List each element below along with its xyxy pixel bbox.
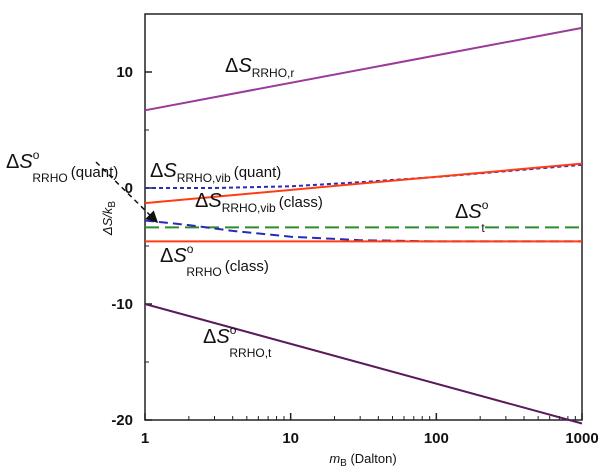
x-tick-label: 1000 [565,430,598,447]
x-tick-label: 1 [141,430,149,447]
plot-frame [144,13,583,421]
label-rrho-t: ΔSo RRHO,t [203,323,272,360]
label-rrho-vib-class: ΔSRRHO,vib (class) [195,190,323,215]
series-line-rrho-quant [144,219,582,243]
label-rrho-class: ΔSo RRHO (class) [160,242,269,279]
y-tick-label: 10 [116,64,133,81]
label-s-t: ΔSo t [455,198,489,235]
axis-ticks: 100-10-201 10 100 1000 [111,64,598,447]
y-tick-label: 0 [125,180,133,197]
label-rrho-vib-quant: ΔSRRHO,vib (quant) [150,160,281,185]
series-line-rrho-vib-class [144,162,583,205]
annotations-group: ΔSRRHO,r ΔSRRHO,vib (quant) ΔSRRHO,vib (clas… [6,55,489,360]
series-line-rrho-t [144,303,583,425]
series-group [144,26,583,425]
y-axis-label: ΔS/kB [100,201,118,237]
y-tick-label: -20 [111,412,133,429]
x-axis-label: mB (Dalton) [329,451,396,469]
label-rrho-quant: ΔSo RRHO (quant) [6,148,118,185]
series-line-rrho-r [144,26,583,112]
label-rrho-r: ΔSRRHO,r [225,55,294,80]
y-tick-label: -10 [111,296,133,313]
x-tick-label: 10 [282,430,299,447]
x-tick-label: 100 [424,430,449,447]
